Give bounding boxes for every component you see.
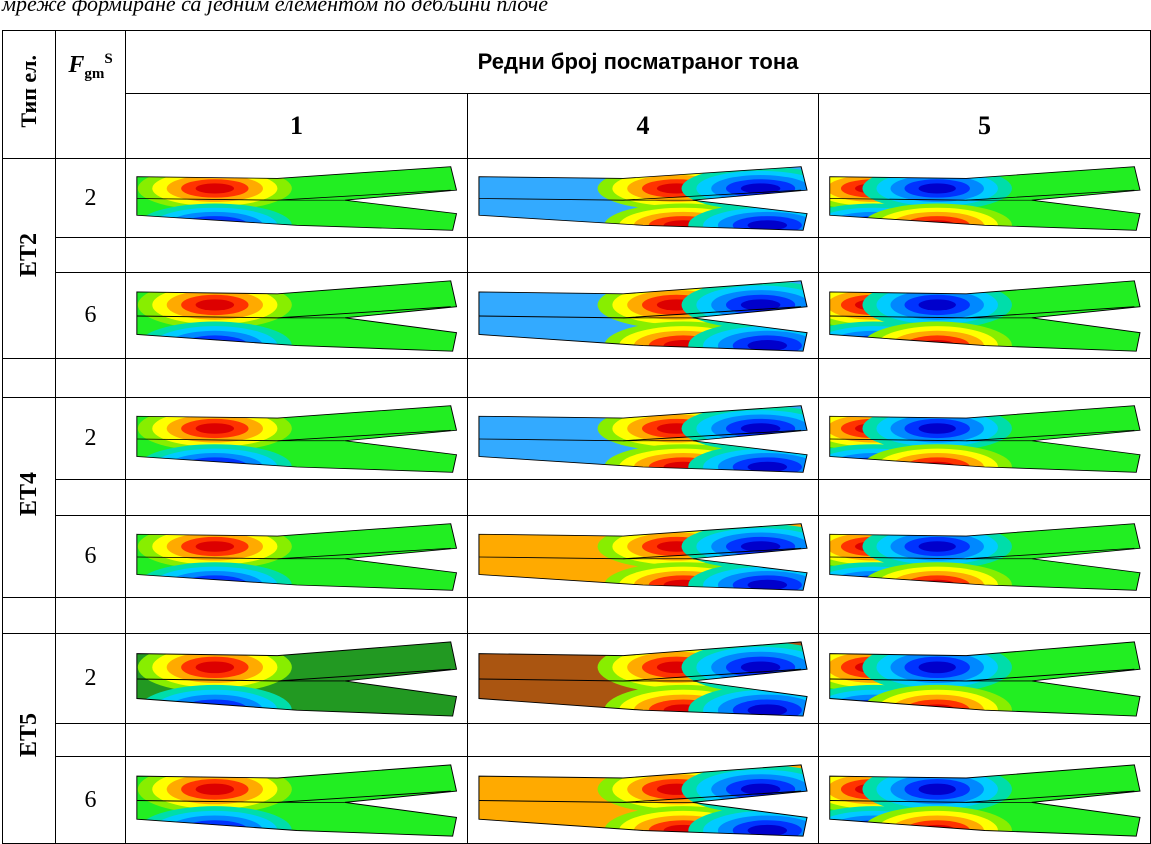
type-label: Тип ел. [16,54,41,128]
empty-cell [55,358,126,398]
empty-cell [125,597,468,634]
mode-shape [136,404,457,473]
separator-row [2,358,1151,398]
factor-header-cell: FgmS [55,30,126,159]
mode-shape [828,522,1141,591]
data-row: 6 [3,515,1151,598]
spacer-row [3,723,1151,757]
empty-cell [818,479,1151,516]
empty-cell [125,479,468,516]
mode-shape [828,763,1141,837]
empty-cell [55,237,126,273]
factor-value: 2 [55,397,126,480]
factor-value: 6 [55,515,126,598]
factor-value: 2 [55,633,126,724]
factor-sub: gm [84,65,105,82]
empty-cell [818,358,1151,398]
image-cell [125,272,468,359]
empty-cell [467,479,819,516]
mode-shape [478,279,808,352]
empty-cell [125,723,468,757]
mode-shape [478,640,808,717]
image-cell [818,756,1151,844]
mode-header: 5 [818,93,1151,159]
empty-cell [125,358,468,398]
image-cell [818,272,1151,359]
image-cell [125,633,468,724]
image-cell [818,158,1151,238]
empty-cell [55,597,126,634]
caption: мреже формиране са једним елементом по д… [2,0,548,16]
mode-shape [136,279,457,352]
group-title: Редни број посматраног тона [125,30,1151,94]
image-cell [467,756,819,844]
image-cell [818,397,1151,480]
empty-cell [55,479,126,516]
type-header-cell: Тип ел. [2,30,56,159]
image-cell [125,756,468,844]
empty-cell [818,597,1151,634]
table-body: Тип ел. FgmS Редни број посматраног тона… [2,30,1151,844]
factor-sup: S [104,51,113,67]
spacer-row [3,479,1151,516]
factor-value: 6 [55,756,126,844]
image-cell [125,397,468,480]
mode-shape [828,165,1141,231]
mode-shape [478,404,808,473]
factor-value: 6 [55,272,126,359]
empty-cell [2,358,56,398]
type-cell: ET4 [2,397,56,598]
mode-shape [136,763,457,837]
empty-cell [467,723,819,757]
mode-shape [478,763,808,837]
results-table: Тип ел. FgmS Редни број посматраног тона… [2,30,1151,844]
mode-shape [828,404,1141,473]
type-cell: ET5 [2,633,56,844]
mode-header: 4 [467,93,819,159]
factor-value: 2 [55,158,126,238]
type-label: ET4 [15,471,42,516]
empty-cell [818,723,1151,757]
data-row: ET5 2 [2,633,1151,844]
image-cell [467,633,819,724]
type-label: ET2 [15,232,42,277]
spacer-row [3,237,1151,273]
header-row: Тип ел. FgmS Редни број посматраног тона [2,30,1151,159]
empty-cell [818,237,1151,273]
image-cell [818,633,1151,724]
separator-row [2,597,1151,634]
mode-shape [136,640,457,717]
image-cell [125,158,468,238]
image-cell [467,397,819,480]
type-label: ET5 [15,712,42,757]
empty-cell [55,723,126,757]
image-cell [467,515,819,598]
data-row: 6 [3,272,1151,359]
mode-shape [828,640,1141,717]
mode-shape [478,522,808,591]
mode-header: 1 [125,93,468,159]
mode-shape [478,165,808,231]
mode-shape [828,279,1141,352]
data-row: 6 [3,756,1151,844]
image-cell [467,272,819,359]
data-row: ET4 2 [2,397,1151,598]
image-cell [818,515,1151,598]
data-row: ET2 2 [2,158,1151,359]
empty-cell [467,358,819,398]
empty-cell [2,597,56,634]
empty-cell [125,237,468,273]
mode-shape [136,165,457,231]
factor-base: F [68,52,85,78]
empty-cell [467,597,819,634]
image-cell [467,158,819,238]
type-cell: ET2 [2,158,56,359]
image-cell [125,515,468,598]
empty-cell [467,237,819,273]
mode-shape [136,522,457,591]
